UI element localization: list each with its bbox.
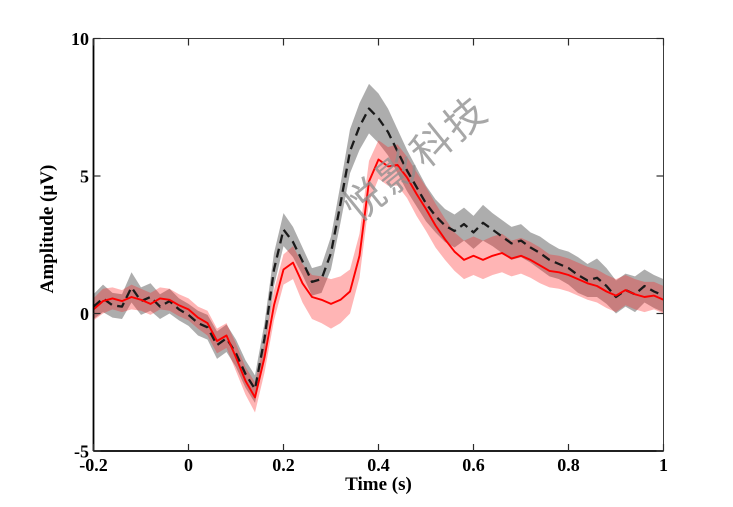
x-tick-label: 0.2 xyxy=(272,455,295,475)
y-tick-label: -5 xyxy=(74,442,89,462)
condition-black-dashed-error-band xyxy=(93,83,664,403)
x-axis-label: Time (s) xyxy=(345,474,412,495)
y-axis-label: Amplitude (µV) xyxy=(37,164,58,294)
condition-red-solid-error-band xyxy=(93,140,664,413)
x-tick-label: 0.8 xyxy=(557,455,580,475)
x-tick-label: 0 xyxy=(184,455,193,475)
y-tick-label: 10 xyxy=(71,29,89,49)
x-tick-label: 1 xyxy=(659,455,668,475)
x-tick-label: -0.2 xyxy=(79,455,108,475)
x-tick-label: 0.6 xyxy=(462,455,485,475)
x-tick-label: 0.4 xyxy=(367,455,390,475)
condition-black-dashed-line xyxy=(92,107,664,391)
condition-red-solid-line xyxy=(92,158,664,399)
y-tick-label: 0 xyxy=(80,304,89,324)
y-tick-label: 5 xyxy=(80,167,89,187)
